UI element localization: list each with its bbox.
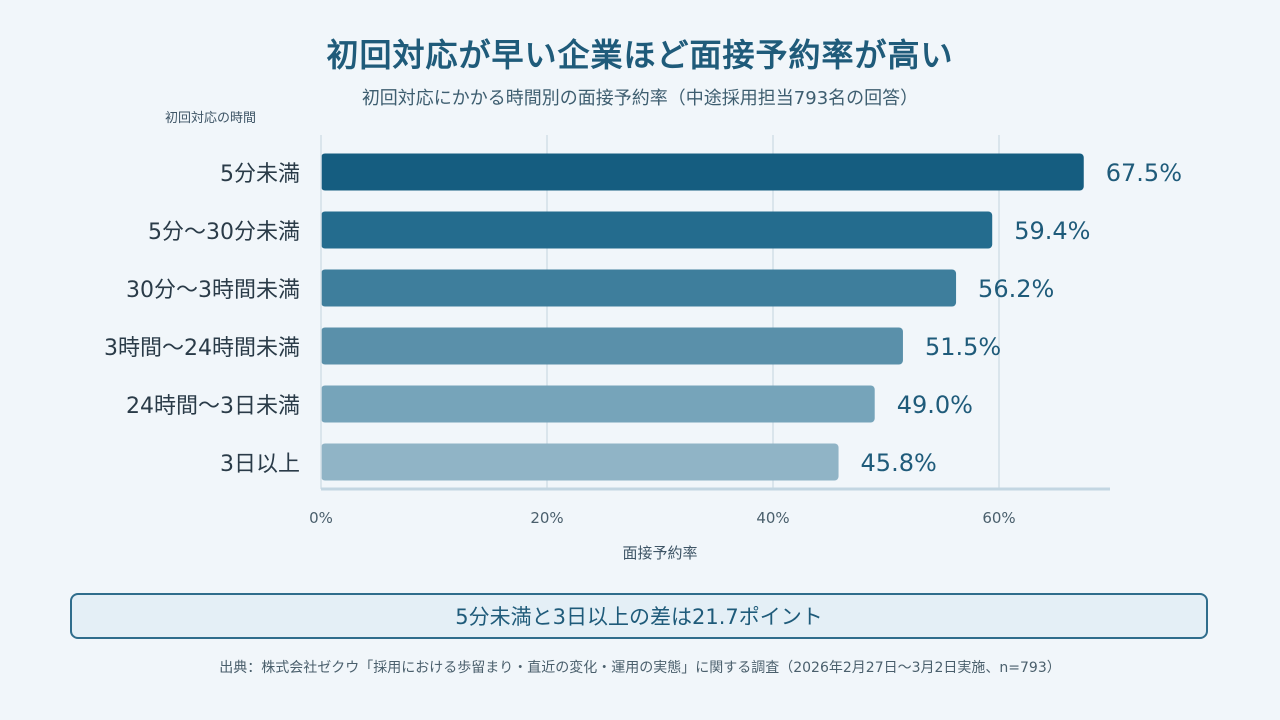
value-label: 45.8% xyxy=(861,449,937,477)
bar xyxy=(321,385,875,423)
chart-title: 初回対応が早い企業ほど面接予約率が高い xyxy=(326,36,954,74)
y-axis-title: 初回対応の時間 xyxy=(165,111,257,126)
category-label: 24時間〜3日未満 xyxy=(126,394,300,419)
bar xyxy=(321,443,839,481)
x-axis-title: 面接予約率 xyxy=(622,544,697,562)
category-label: 5分〜30分未満 xyxy=(148,220,300,245)
difference-note: 5分未満と3日以上の差は21.7ポイント xyxy=(70,593,1208,639)
category-label: 5分未満 xyxy=(220,162,300,187)
x-tick-label: 40% xyxy=(756,509,789,527)
x-tick-label: 60% xyxy=(982,509,1015,527)
bar xyxy=(321,327,903,365)
category-label: 3時間〜24時間未満 xyxy=(104,336,300,361)
bar xyxy=(321,153,1084,191)
source-note: 出典：株式会社ゼクウ「採用における歩留まり・直近の変化・運用の実態」に関する調査… xyxy=(219,660,1061,676)
bar xyxy=(321,269,957,307)
bar xyxy=(321,211,993,249)
x-tick-label: 0% xyxy=(309,509,333,527)
bar-chart: 5分未満 67.5% 5分〜30分未満 59.4% 30分〜3時間未満 56.2% 3時間〜… xyxy=(104,135,1182,562)
difference-note-text: 5分未満と3日以上の差は21.7ポイント xyxy=(455,605,823,629)
value-label: 51.5% xyxy=(925,333,1001,361)
value-label: 56.2% xyxy=(978,275,1054,303)
category-label: 3日以上 xyxy=(220,452,300,477)
value-label: 59.4% xyxy=(1014,217,1090,245)
value-label: 49.0% xyxy=(897,391,973,419)
chart-subtitle: 初回対応にかかる時間別の面接予約率（中途採用担当793名の回答） xyxy=(361,88,919,109)
value-label: 67.5% xyxy=(1106,159,1182,187)
x-tick-label: 20% xyxy=(530,509,563,527)
category-label: 30分〜3時間未満 xyxy=(126,278,300,303)
